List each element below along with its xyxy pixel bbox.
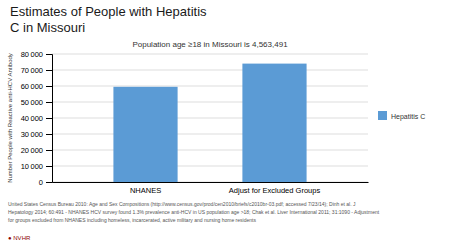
y-tick-mark (46, 166, 52, 167)
y-axis-line (46, 55, 53, 183)
y-tick: 60 000 (21, 82, 52, 91)
y-tick: 20 000 (21, 146, 52, 155)
grid-line (52, 182, 368, 183)
grid (52, 54, 368, 182)
y-tick-mark (46, 70, 52, 71)
grid-line (52, 134, 368, 135)
y-tick-label: 70 000 (21, 66, 43, 75)
x-axis: NHANES Adjust for Excluded Groups (53, 183, 369, 196)
grid-line (52, 166, 368, 167)
y-axis-title: Number People with Reactive anti-HCV Ant… (7, 53, 13, 183)
x-tick-label: NHANES (130, 186, 161, 195)
y-tick-mark (46, 86, 52, 87)
annotation: ● NVHR (8, 235, 31, 241)
legend-label: Hepatitis C (391, 113, 425, 121)
bar (242, 64, 306, 182)
y-tick-label: 30 000 (21, 130, 43, 139)
x-axis-line (53, 182, 369, 183)
grid-line (52, 54, 368, 55)
y-tick: 0 (39, 178, 52, 187)
y-tick-mark (46, 118, 52, 119)
title: Estimates of People with Hepatitis (10, 4, 207, 19)
y-tick-label: 20 000 (21, 146, 43, 155)
legend-swatch (378, 111, 387, 120)
y-tick-mark (46, 150, 52, 151)
title: C in Missouri (10, 20, 85, 35)
y-tick: 70 000 (21, 66, 52, 75)
x-tick: Adjust for Excluded Groups (229, 186, 321, 195)
x-tick-label: Adjust for Excluded Groups (229, 186, 321, 195)
grid-line (52, 118, 368, 119)
y-tick-mark (46, 134, 52, 135)
legend-item: Hepatitis C (378, 111, 425, 121)
chart: Estimates of People with HepatitisC in M… (0, 0, 450, 252)
y-tick: 50 000 (21, 98, 52, 107)
y-tick-mark (46, 182, 52, 183)
grid-line (52, 86, 368, 87)
x-tick: NHANES (130, 186, 161, 195)
footnote: Hepatology 2014; 60:491 - NHANES HCV sur… (8, 209, 380, 215)
y-axis: 0 10 000 20 000 30 000 40 000 50 000 60 000 70 … (21, 50, 53, 187)
y-tick: 40 000 (21, 114, 52, 123)
grid-line (52, 150, 368, 151)
y-tick-label: 0 (39, 178, 43, 187)
y-tick-mark (46, 54, 52, 55)
y-tick-mark (46, 102, 52, 103)
y-tick: 30 000 (21, 130, 52, 139)
y-tick-label: 60 000 (21, 82, 43, 91)
footnote: for groups excluded from NHANES includin… (8, 217, 256, 223)
y-tick-label: 50 000 (21, 98, 43, 107)
bars (113, 64, 306, 182)
y-tick: 10 000 (21, 162, 52, 171)
subtitle: Population age ≥18 in Missouri is 4,563,… (132, 40, 288, 49)
footnote: United States Census Bureau 2010: Age an… (8, 201, 356, 207)
bar (113, 87, 177, 182)
plot: 0 10 000 20 000 30 000 40 000 50 000 60 000 70 … (21, 50, 369, 195)
grid-line (52, 102, 368, 103)
y-tick-label: 40 000 (21, 114, 43, 123)
y-tick-label: 80 000 (21, 50, 43, 59)
y-tick: 80 000 (21, 50, 52, 59)
grid-line (52, 70, 368, 71)
y-tick-label: 10 000 (21, 162, 43, 171)
legend: Hepatitis C (378, 111, 425, 121)
